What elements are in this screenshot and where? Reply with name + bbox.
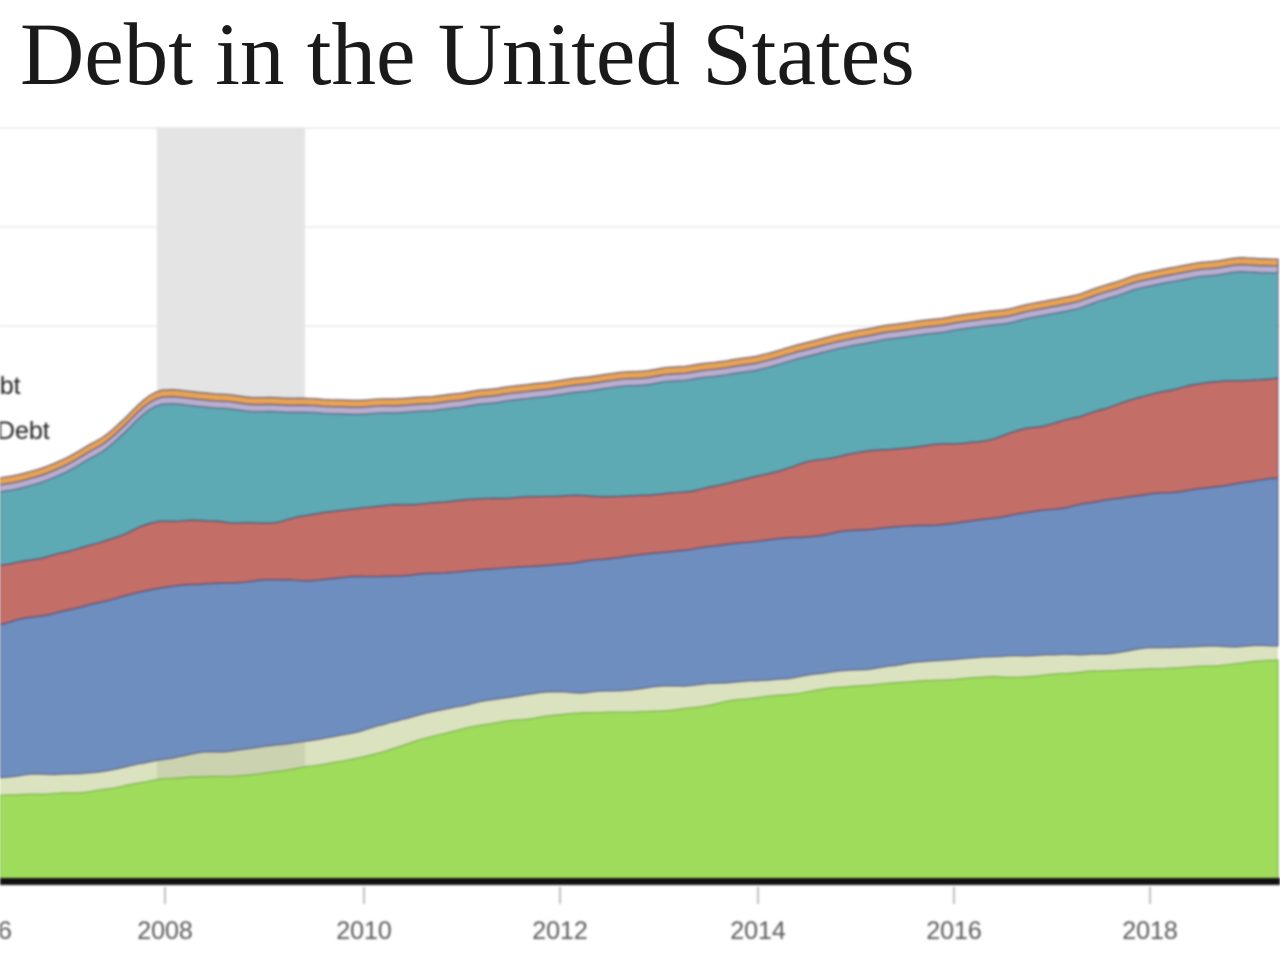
svg-text:Auto Loan Debt: Auto Loan Debt xyxy=(0,417,50,445)
svg-text:2014: 2014 xyxy=(730,917,786,945)
svg-text:2008: 2008 xyxy=(137,917,193,945)
svg-text:2010: 2010 xyxy=(336,917,392,945)
svg-text:2018: 2018 xyxy=(1122,917,1178,945)
svg-text:Credit Card Debt: Credit Card Debt xyxy=(0,372,21,400)
svg-text:6: 6 xyxy=(0,917,12,945)
svg-text:2012: 2012 xyxy=(532,917,588,945)
svg-text:2016: 2016 xyxy=(926,917,982,945)
